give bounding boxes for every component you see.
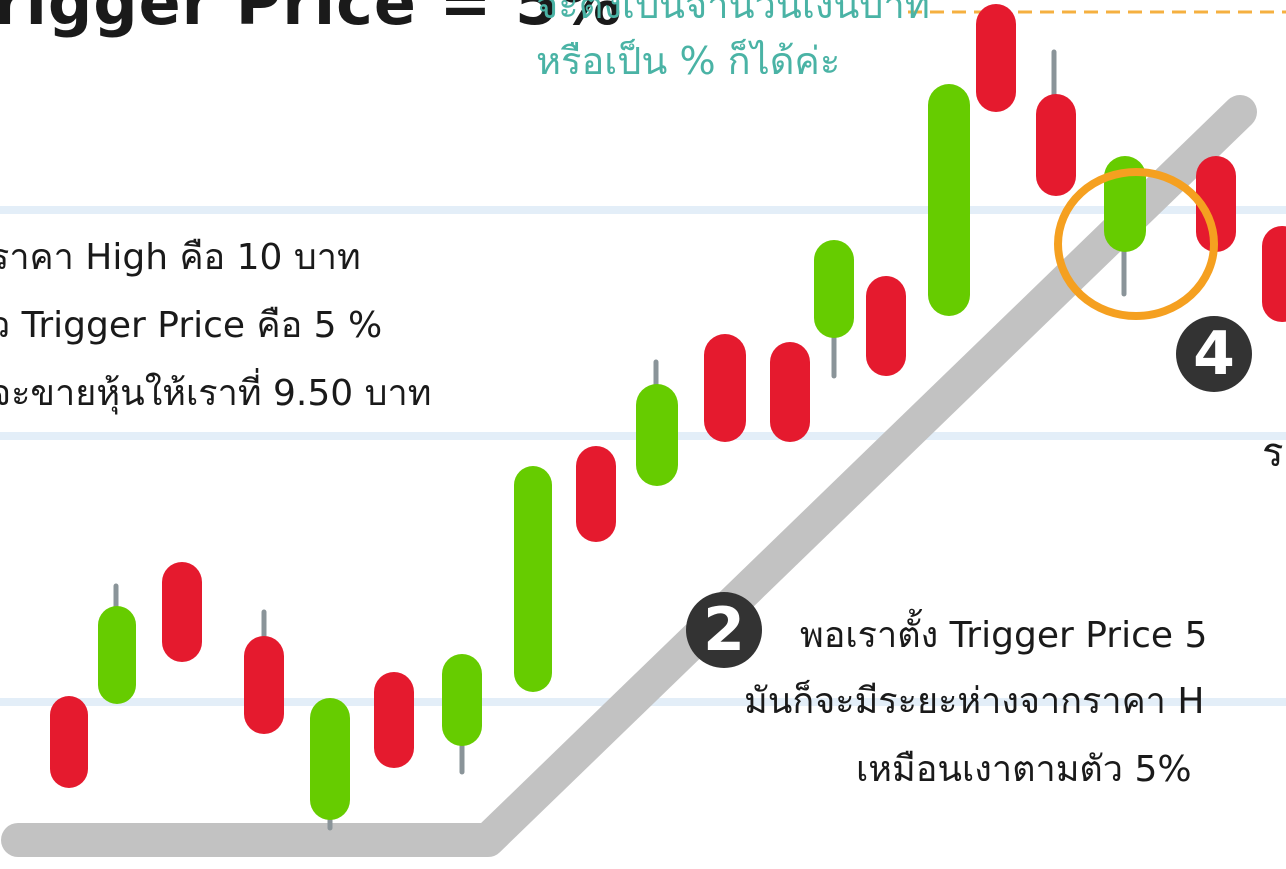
step2-badge: 2 — [686, 592, 762, 668]
candle-bearish — [1262, 226, 1286, 322]
step1-line-2: ว Trigger Price คือ 5 % — [0, 305, 383, 346]
candle-bullish — [636, 384, 678, 486]
trendline-icon — [1, 95, 1257, 857]
candle-bullish — [1104, 156, 1146, 252]
candle-bearish — [244, 636, 284, 734]
step4-badge: 4 — [1176, 316, 1252, 392]
candle-bullish — [442, 654, 482, 746]
candle-bearish — [976, 4, 1016, 112]
candle-bearish — [770, 342, 810, 442]
candle-bullish — [514, 466, 552, 692]
step2-line-1: พอเราตั้ง Trigger Price 5 — [800, 615, 1208, 656]
step4-text-fragment: ร — [1262, 430, 1284, 476]
step2-line-3: เหมือนเงาตามตัว 5% — [856, 749, 1192, 790]
note-line-2: หรือเป็น % ก็ได้ค่ะ — [536, 39, 841, 83]
page-title: rigger Price = 5% — [0, 0, 623, 39]
candle-bodies — [50, 4, 1286, 820]
note-line-1: จะตั้งเป็นจำนวนเงินบาท — [536, 0, 930, 27]
step2-line-2: มันก็จะมีระยะห่างจากราคา H — [744, 681, 1205, 722]
candle-bearish — [704, 334, 746, 442]
candle-bearish — [1196, 156, 1236, 252]
candle-bearish — [162, 562, 202, 662]
candle-bearish — [866, 276, 906, 376]
candle-bearish — [1036, 94, 1076, 196]
candle-bullish — [928, 84, 970, 316]
step1-line-3: จะขายหุ้นให้เราที่ 9.50 บาท — [0, 373, 432, 414]
candle-bullish — [814, 240, 854, 338]
step1-line-1: ราคา High คือ 10 บาท — [0, 237, 361, 278]
candle-bearish — [576, 446, 616, 542]
candle-bearish — [50, 696, 88, 788]
circle-highlight-icon — [1054, 168, 1218, 320]
candle-bearish — [374, 672, 414, 768]
candle-bullish — [310, 698, 350, 820]
candle-bullish — [98, 606, 136, 704]
